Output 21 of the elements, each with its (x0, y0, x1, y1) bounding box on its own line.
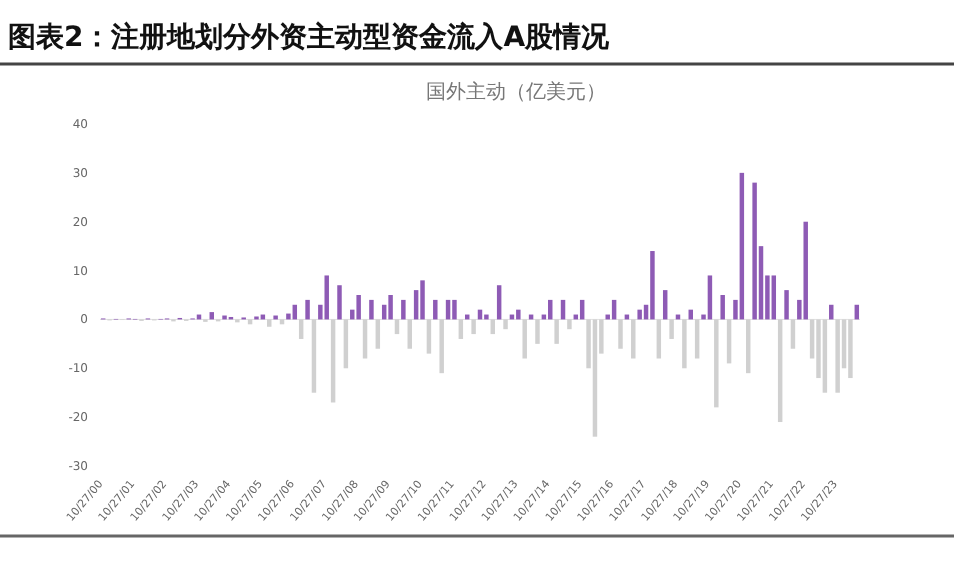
bar (784, 290, 789, 320)
bar (286, 313, 291, 320)
bar (356, 295, 361, 320)
bar (324, 275, 329, 320)
bar (401, 299, 406, 320)
bar (305, 299, 310, 320)
bar (752, 182, 757, 320)
bar (637, 309, 642, 320)
bar (650, 251, 655, 320)
bar (484, 314, 489, 320)
bar (388, 295, 393, 320)
chart-subtitle: 国外主动（亿美元） (426, 80, 606, 104)
bar (337, 285, 342, 320)
bar (420, 280, 425, 320)
bar (452, 299, 457, 320)
chart-title: 图表2：注册地划分外资主动型资金流入A股情况 (8, 20, 612, 54)
bar (516, 309, 521, 320)
bar (369, 299, 374, 320)
bar (803, 221, 808, 320)
bar (433, 299, 438, 320)
bar (720, 295, 725, 320)
